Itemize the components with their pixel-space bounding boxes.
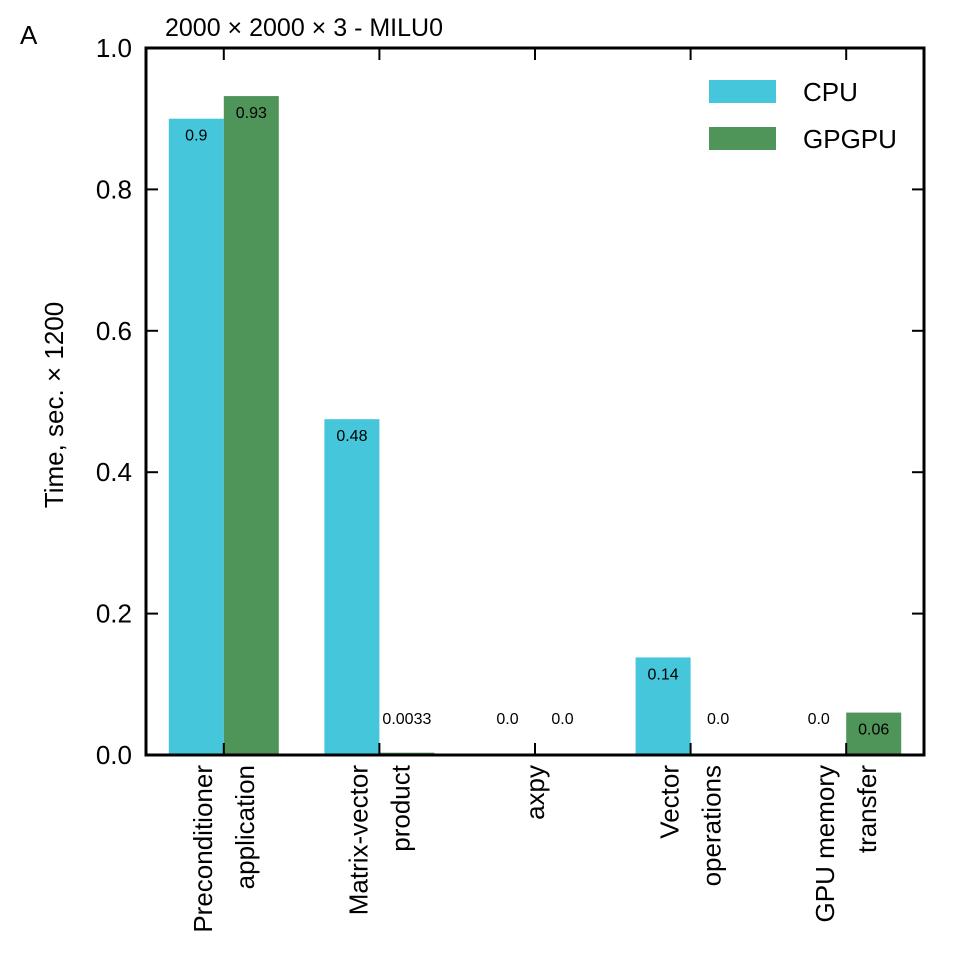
x-label-4-line-1: transfer	[852, 765, 882, 853]
x-label-0-line-1: application	[230, 765, 260, 889]
chart-title: 2000 × 2000 × 3 - MILU0	[165, 14, 443, 42]
x-label-4-line-0: GPU memory	[810, 765, 840, 922]
y-tick-label-3: 0.6	[96, 316, 132, 346]
x-label-1-line-1: product	[385, 764, 415, 851]
bar-gpgpu-4	[846, 712, 902, 755]
legend-label-cpu: CPU	[803, 77, 858, 107]
y-tick-label-1: 0.2	[96, 599, 132, 629]
legend-label-gpgpu: GPGPU	[803, 124, 897, 154]
value-label-gpgpu-4: 0.06	[858, 722, 889, 739]
y-tick-label-4: 0.8	[96, 174, 132, 204]
value-label-cpu-4: 0.0	[808, 711, 830, 728]
y-tick-label-5: 1.0	[96, 33, 132, 63]
value-label-gpgpu-2: 0.0	[551, 711, 573, 728]
bar-cpu-3	[635, 657, 691, 755]
legend-swatch-cpu	[709, 80, 776, 103]
legend-swatch-gpgpu	[709, 127, 776, 150]
bars-group	[168, 96, 902, 756]
legend: CPU GPGPU	[709, 77, 897, 154]
panel-label: A	[20, 20, 38, 50]
x-label-3-line-0: Vector	[655, 765, 685, 839]
y-tick-label-2: 0.4	[96, 457, 132, 487]
bar-cpu-1	[324, 419, 380, 755]
axes-group: 0.0 0.2 0.4 0.6 0.8 1.0	[96, 33, 926, 770]
y-axis-label: Time, sec. × 1200	[39, 302, 69, 508]
x-tick-labels: Preconditioner application Matrix-vector pr…	[188, 764, 882, 932]
x-label-0-line-0: Preconditioner	[188, 765, 218, 933]
value-label-gpgpu-3: 0.0	[707, 711, 729, 728]
value-label-gpgpu-0: 0.93	[236, 105, 267, 122]
value-label-cpu-3: 0.14	[648, 666, 679, 683]
bar-gpgpu-0	[223, 96, 279, 756]
y-tick-label-0: 0.0	[96, 740, 132, 770]
x-label-3-line-1: operations	[697, 765, 727, 886]
x-label-1-line-0: Matrix-vector	[343, 765, 373, 916]
value-label-cpu-1: 0.48	[336, 428, 367, 445]
value-label-gpgpu-1: 0.0033	[382, 711, 431, 728]
x-label-2-line-0: axpy	[520, 765, 550, 820]
bar-cpu-0	[168, 118, 224, 755]
value-label-cpu-0: 0.9	[185, 128, 207, 145]
value-labels-group: 0.9 0.48 0.0 0.14 0.0 0.93 0.0033 0.0 0.0 0.06	[185, 105, 889, 739]
value-label-cpu-2: 0.0	[496, 711, 518, 728]
